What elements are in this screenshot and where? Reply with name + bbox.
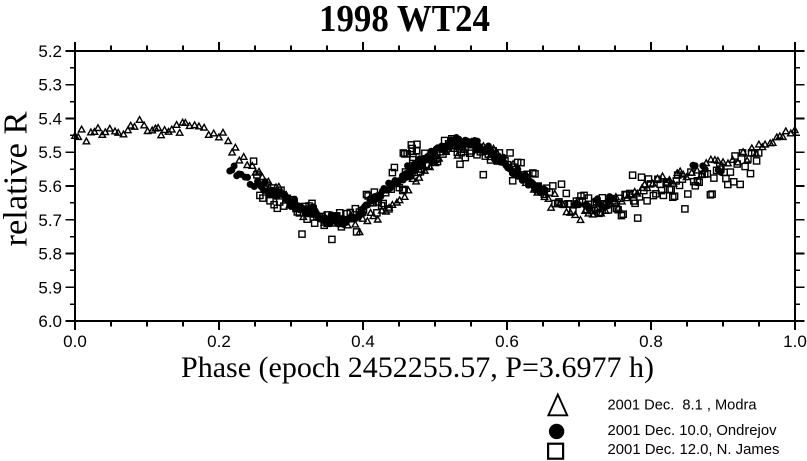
svg-text:5.9: 5.9 bbox=[38, 278, 62, 297]
svg-text:1.0: 1.0 bbox=[783, 332, 807, 351]
svg-text:1998 WT24: 1998 WT24 bbox=[319, 0, 490, 40]
svg-text:Phase (epoch 2452255.57, P=3.6: Phase (epoch 2452255.57, P=3.6977 h) bbox=[181, 351, 654, 384]
svg-text:relative R: relative R bbox=[0, 111, 35, 246]
svg-text:0.8: 0.8 bbox=[639, 332, 663, 351]
svg-text:5.5: 5.5 bbox=[38, 143, 62, 162]
svg-text:5.2: 5.2 bbox=[38, 42, 62, 61]
svg-text:5.4: 5.4 bbox=[38, 110, 62, 129]
svg-text:5.8: 5.8 bbox=[38, 245, 62, 264]
svg-text:2001 Dec. 8.1 , Modra: 2001 Dec. 8.1 , Modra bbox=[608, 397, 758, 414]
svg-text:5.3: 5.3 bbox=[38, 76, 62, 95]
svg-text:5.6: 5.6 bbox=[38, 177, 62, 196]
svg-text:0.0: 0.0 bbox=[63, 332, 87, 351]
svg-text:2001 Dec. 10.0, Ondrejov: 2001 Dec. 10.0, Ondrejov bbox=[608, 422, 777, 439]
svg-text:0.2: 0.2 bbox=[207, 332, 231, 351]
svg-text:0.6: 0.6 bbox=[495, 332, 519, 351]
svg-text:2001 Dec. 12.0, N. James: 2001 Dec. 12.0, N. James bbox=[608, 441, 780, 458]
svg-text:0.4: 0.4 bbox=[351, 332, 375, 351]
svg-text:6.0: 6.0 bbox=[38, 312, 62, 331]
svg-text:5.7: 5.7 bbox=[38, 211, 62, 230]
